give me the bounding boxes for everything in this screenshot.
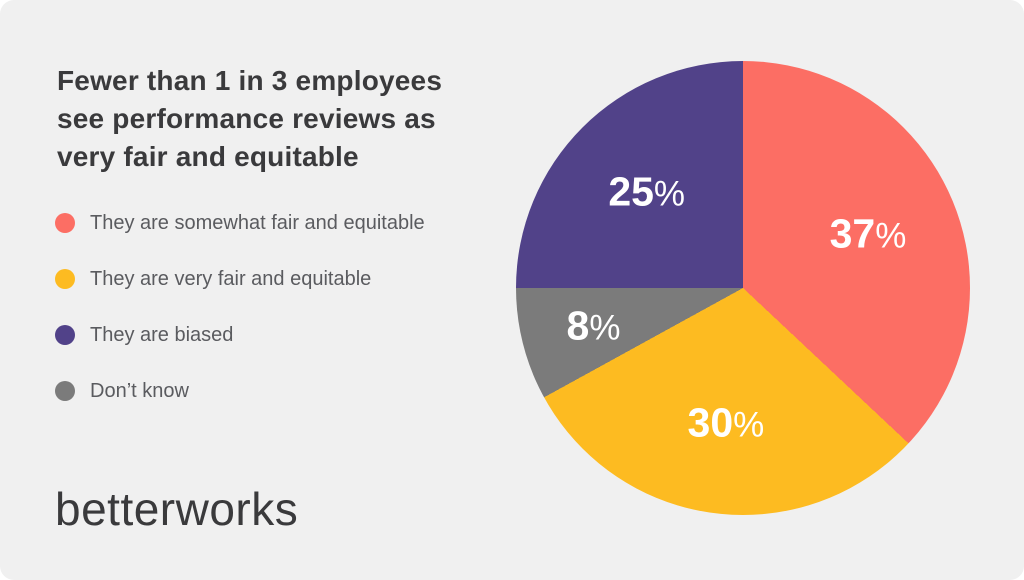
pie-value-number: 30: [687, 399, 734, 446]
legend-dot-icon: [55, 269, 75, 289]
chart-title-line: very fair and equitable: [57, 141, 359, 172]
chart-title: Fewer than 1 in 3 employees see performa…: [57, 62, 442, 176]
legend-dot-icon: [55, 213, 75, 233]
chart-title-line: see performance reviews as: [57, 103, 436, 134]
pie-value-label: 25%: [608, 171, 685, 212]
pie-value-label: 37%: [830, 213, 907, 254]
brand-logo: betterworks: [55, 483, 299, 535]
legend-item-label: They are very fair and equitable: [90, 267, 372, 290]
pie-chart: 37% 30% 8% 25%: [516, 61, 970, 515]
legend-dot-icon: [55, 325, 75, 345]
legend-item-very-fair: They are very fair and equitable: [55, 267, 425, 290]
pie-value-percent-sign: %: [653, 174, 686, 214]
chart-legend: They are somewhat fair and equitable The…: [55, 211, 425, 402]
legend-item-dont-know: Don’t know: [55, 379, 425, 402]
pie-value-number: 37: [829, 210, 876, 257]
pie-value-label: 30%: [687, 399, 765, 446]
legend-dot-icon: [55, 381, 75, 401]
chart-title-line: Fewer than 1 in 3 employees: [57, 65, 443, 96]
pie-value-number: 8: [566, 302, 590, 349]
pie-value-percent-sign: %: [875, 216, 907, 256]
legend-item-label: They are biased: [90, 323, 234, 346]
legend-item-label: They are somewhat fair and equitable: [90, 211, 425, 234]
legend-item-label: Don’t know: [90, 379, 189, 402]
legend-item-biased: They are biased: [55, 323, 425, 346]
pie-value-percent-sign: %: [733, 405, 765, 445]
pie-value-number: 25: [608, 168, 654, 215]
pie-value-percent-sign: %: [589, 308, 621, 348]
legend-item-somewhat-fair: They are somewhat fair and equitable: [55, 211, 425, 234]
pie-value-label: 8%: [566, 302, 621, 349]
